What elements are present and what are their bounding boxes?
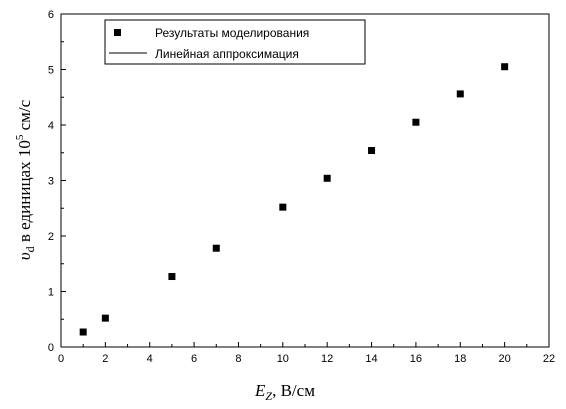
x-tick-label: 8 xyxy=(235,353,241,365)
data-point xyxy=(212,244,220,252)
data-point xyxy=(168,273,176,281)
legend: Результаты моделирования Линейная аппрок… xyxy=(104,19,366,65)
x-tick-label: 12 xyxy=(321,353,333,365)
data-point xyxy=(456,90,464,98)
legend-label-fit: Линейная аппроксимация xyxy=(155,47,299,61)
y-tick-label: 4 xyxy=(48,120,54,132)
y-tick-label: 1 xyxy=(48,287,54,299)
x-tick-label: 18 xyxy=(454,353,466,365)
legend-marker-square xyxy=(114,29,121,36)
y-axis-title: υd в единицах 105 см/с xyxy=(14,99,37,260)
y-tick-label: 0 xyxy=(48,342,54,354)
x-tick-label: 20 xyxy=(499,353,511,365)
x-tick-label: 0 xyxy=(58,353,64,365)
x-tick-label: 10 xyxy=(277,353,289,365)
data-point xyxy=(501,63,509,71)
data-point xyxy=(412,118,420,126)
x-tick-label: 2 xyxy=(102,353,108,365)
y-tick-label: 2 xyxy=(48,231,54,243)
legend-label-simulation: Результаты моделирования xyxy=(155,26,309,40)
x-tick-label: 4 xyxy=(147,353,153,365)
data-point xyxy=(368,147,376,155)
data-point xyxy=(323,174,331,182)
legend-box xyxy=(104,19,366,65)
x-tick-label: 14 xyxy=(365,353,377,365)
data-point xyxy=(79,328,87,336)
data-point xyxy=(101,314,109,322)
y-tick-label: 5 xyxy=(48,65,54,77)
x-tick-label: 16 xyxy=(410,353,422,365)
y-tick-label: 6 xyxy=(48,9,54,21)
x-tick-label: 6 xyxy=(191,353,197,365)
data-point xyxy=(279,203,287,211)
axis-ticks xyxy=(60,13,550,348)
data-points xyxy=(79,63,509,336)
x-tick-label: 22 xyxy=(543,353,555,365)
x-axis-title: EZ, В/см xyxy=(254,381,315,403)
y-tick-label: 3 xyxy=(48,176,54,188)
